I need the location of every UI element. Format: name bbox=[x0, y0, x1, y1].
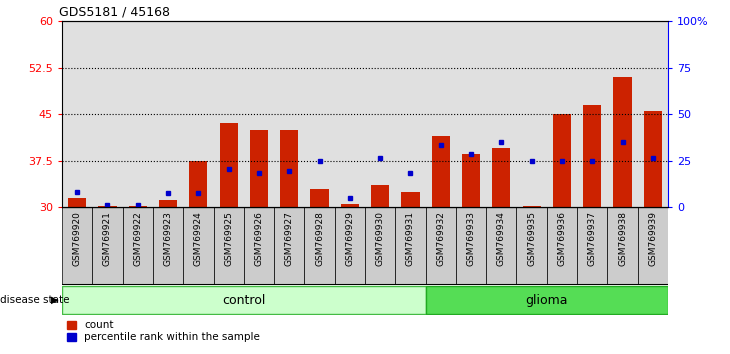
Bar bbox=[456, 21, 486, 207]
Text: GSM769923: GSM769923 bbox=[164, 211, 172, 266]
FancyBboxPatch shape bbox=[123, 207, 153, 285]
Bar bbox=[553, 114, 571, 207]
FancyBboxPatch shape bbox=[93, 207, 123, 285]
FancyBboxPatch shape bbox=[304, 207, 335, 285]
Bar bbox=[517, 21, 547, 207]
Bar bbox=[426, 21, 456, 207]
FancyBboxPatch shape bbox=[244, 207, 274, 285]
Bar bbox=[547, 21, 577, 207]
Bar bbox=[613, 77, 631, 207]
FancyBboxPatch shape bbox=[426, 286, 668, 314]
FancyBboxPatch shape bbox=[607, 207, 638, 285]
Legend: count, percentile rank within the sample: count, percentile rank within the sample bbox=[67, 320, 260, 342]
Bar bbox=[93, 21, 123, 207]
Bar bbox=[220, 124, 238, 207]
Text: GDS5181 / 45168: GDS5181 / 45168 bbox=[59, 6, 170, 19]
FancyBboxPatch shape bbox=[62, 286, 426, 314]
Text: GSM769926: GSM769926 bbox=[255, 211, 264, 266]
FancyBboxPatch shape bbox=[426, 207, 456, 285]
Text: GSM769932: GSM769932 bbox=[437, 211, 445, 266]
Text: ▶: ▶ bbox=[51, 295, 58, 305]
Bar bbox=[341, 204, 359, 207]
Text: control: control bbox=[222, 293, 266, 307]
Bar bbox=[99, 206, 117, 207]
Text: GSM769921: GSM769921 bbox=[103, 211, 112, 266]
Bar bbox=[128, 206, 147, 207]
Bar bbox=[492, 148, 510, 207]
Bar bbox=[371, 185, 389, 207]
Text: disease state: disease state bbox=[0, 295, 69, 305]
Text: GSM769939: GSM769939 bbox=[648, 211, 657, 266]
FancyBboxPatch shape bbox=[456, 207, 486, 285]
FancyBboxPatch shape bbox=[214, 207, 244, 285]
Text: GSM769930: GSM769930 bbox=[376, 211, 385, 266]
Bar bbox=[402, 192, 420, 207]
Bar bbox=[189, 161, 207, 207]
Bar bbox=[250, 130, 268, 207]
Text: GSM769935: GSM769935 bbox=[527, 211, 536, 266]
Bar bbox=[462, 154, 480, 207]
FancyBboxPatch shape bbox=[62, 207, 93, 285]
Bar bbox=[62, 21, 93, 207]
Text: GSM769925: GSM769925 bbox=[224, 211, 233, 266]
Text: GSM769931: GSM769931 bbox=[406, 211, 415, 266]
Bar bbox=[280, 130, 299, 207]
Bar bbox=[274, 21, 304, 207]
FancyBboxPatch shape bbox=[183, 207, 214, 285]
Bar bbox=[335, 21, 365, 207]
FancyBboxPatch shape bbox=[517, 207, 547, 285]
Text: GSM769928: GSM769928 bbox=[315, 211, 324, 266]
FancyBboxPatch shape bbox=[335, 207, 365, 285]
Bar bbox=[304, 21, 335, 207]
Bar bbox=[153, 21, 183, 207]
FancyBboxPatch shape bbox=[153, 207, 183, 285]
Bar bbox=[159, 200, 177, 207]
FancyBboxPatch shape bbox=[547, 207, 577, 285]
Bar bbox=[486, 21, 517, 207]
Text: GSM769933: GSM769933 bbox=[466, 211, 475, 266]
Text: GSM769936: GSM769936 bbox=[558, 211, 566, 266]
Text: GSM769922: GSM769922 bbox=[134, 211, 142, 266]
Text: GSM769938: GSM769938 bbox=[618, 211, 627, 266]
Bar bbox=[396, 21, 426, 207]
FancyBboxPatch shape bbox=[486, 207, 517, 285]
FancyBboxPatch shape bbox=[638, 207, 668, 285]
FancyBboxPatch shape bbox=[396, 207, 426, 285]
FancyBboxPatch shape bbox=[365, 207, 396, 285]
Bar bbox=[310, 188, 328, 207]
Text: GSM769937: GSM769937 bbox=[588, 211, 596, 266]
FancyBboxPatch shape bbox=[577, 207, 607, 285]
Text: glioma: glioma bbox=[526, 293, 568, 307]
Bar bbox=[607, 21, 638, 207]
Bar bbox=[365, 21, 396, 207]
Text: GSM769927: GSM769927 bbox=[285, 211, 293, 266]
Text: GSM769924: GSM769924 bbox=[194, 211, 203, 266]
Bar bbox=[644, 111, 662, 207]
FancyBboxPatch shape bbox=[274, 207, 304, 285]
Bar bbox=[68, 198, 86, 207]
Bar bbox=[523, 206, 541, 207]
Bar bbox=[123, 21, 153, 207]
Text: GSM769920: GSM769920 bbox=[73, 211, 82, 266]
Text: GSM769934: GSM769934 bbox=[497, 211, 506, 266]
Bar bbox=[183, 21, 214, 207]
Text: GSM769929: GSM769929 bbox=[345, 211, 354, 266]
Bar bbox=[244, 21, 274, 207]
Bar bbox=[577, 21, 607, 207]
Bar bbox=[583, 105, 602, 207]
Bar bbox=[638, 21, 668, 207]
Bar bbox=[214, 21, 244, 207]
Bar bbox=[431, 136, 450, 207]
